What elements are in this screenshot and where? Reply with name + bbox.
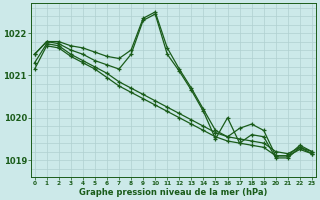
X-axis label: Graphe pression niveau de la mer (hPa): Graphe pression niveau de la mer (hPa): [79, 188, 268, 197]
